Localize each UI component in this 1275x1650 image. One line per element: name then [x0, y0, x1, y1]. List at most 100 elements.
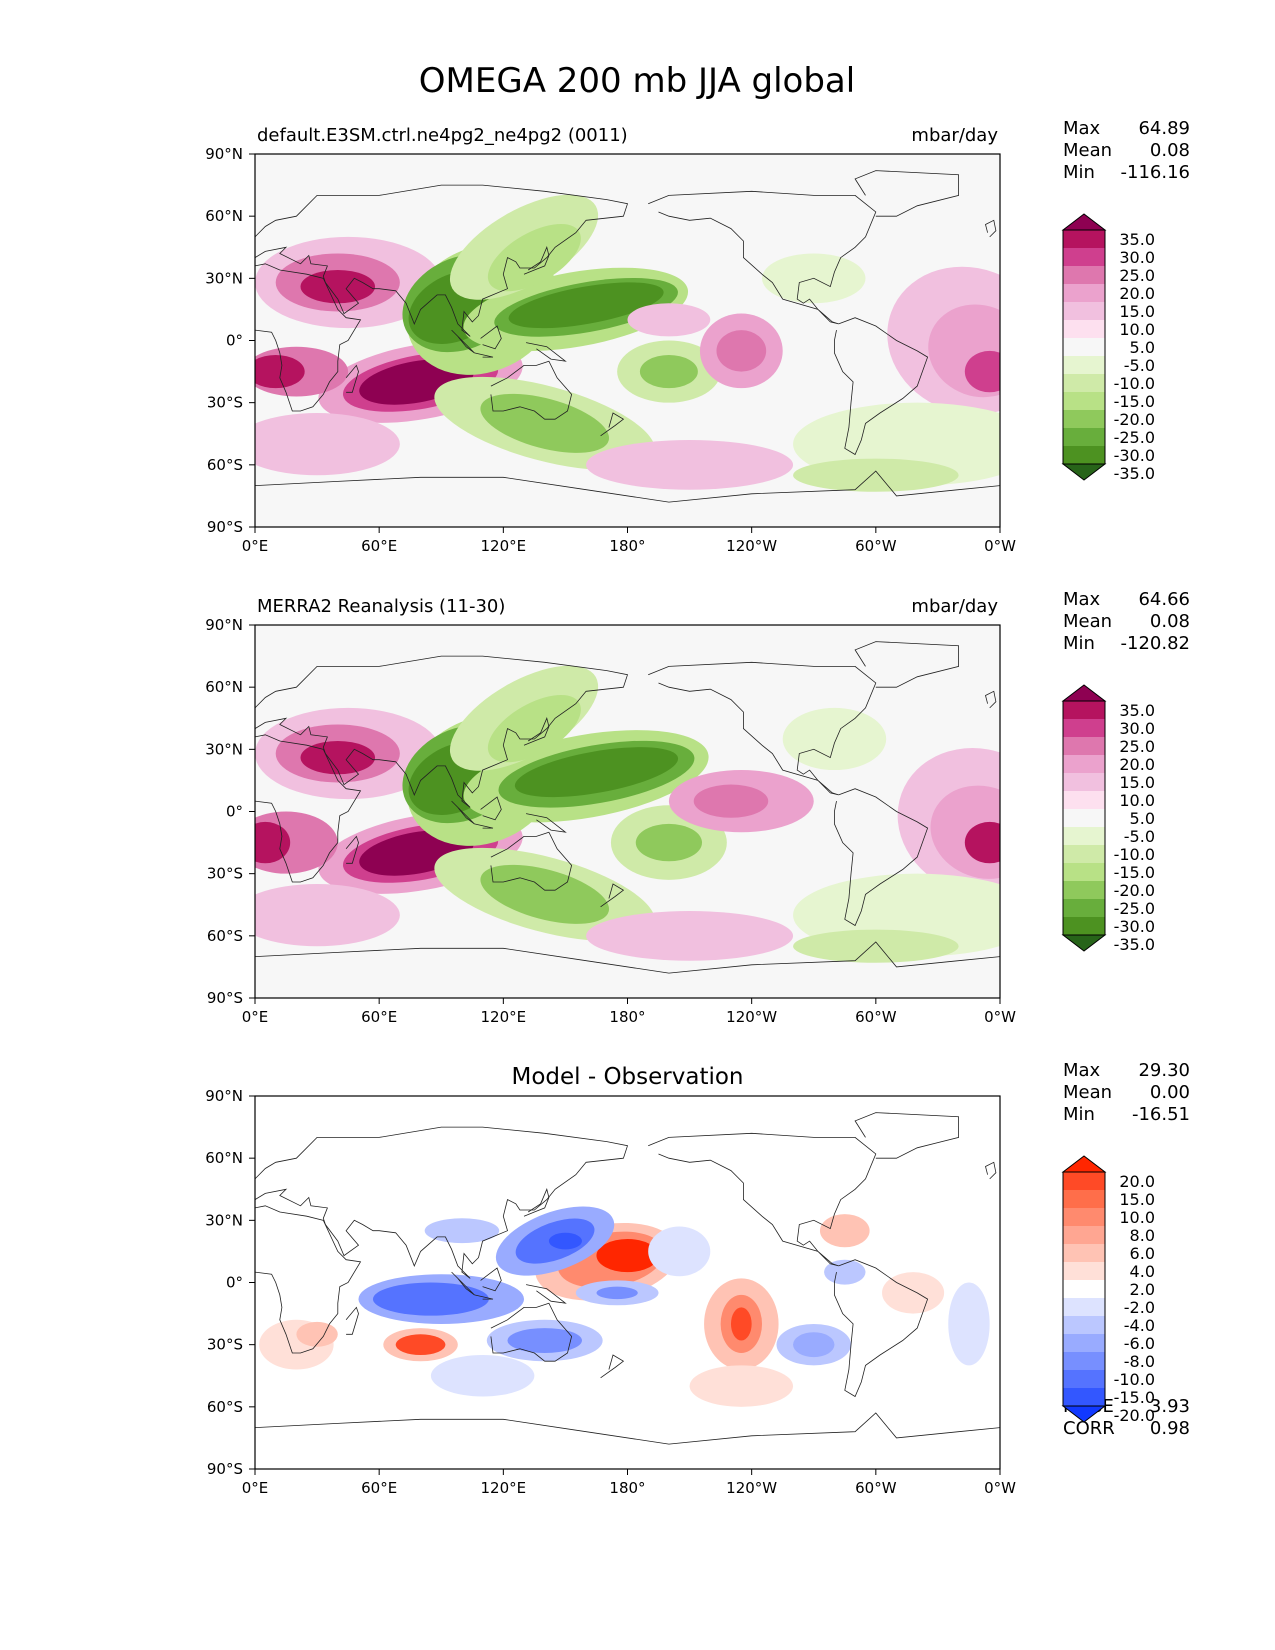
contour-region: [255, 821, 291, 864]
colorbar-label: -10.0: [1114, 845, 1155, 864]
y-tick-label: 0°: [226, 1274, 243, 1292]
coastline: [526, 813, 567, 833]
colorbar-segment: [1063, 428, 1105, 446]
colorbar-segment: [1063, 755, 1105, 773]
stat-min-label: Min: [1063, 633, 1095, 654]
x-tick-label: 0°W: [984, 537, 1016, 555]
contour-region: [928, 304, 1000, 398]
contour-region: [824, 1259, 866, 1285]
x-tick-label: 0°E: [242, 537, 269, 555]
coastline: [854, 641, 959, 688]
colorbar-segment: [1063, 1244, 1105, 1262]
contour-region: [487, 694, 581, 763]
coastline: [474, 352, 494, 358]
colorbar-segment: [1063, 1334, 1105, 1352]
colorbar-label: -35.0: [1114, 935, 1155, 954]
coastline: [480, 325, 502, 350]
y-tick-label: 30°S: [207, 394, 243, 412]
colorbar-label: -35.0: [1114, 464, 1155, 483]
coastline: [523, 1188, 550, 1217]
colorbar-segment: [1063, 1190, 1105, 1208]
colorbar-label: -30.0: [1114, 446, 1155, 465]
coastline: [854, 170, 959, 217]
coastline: [526, 1284, 567, 1304]
x-tick-label: 60°E: [361, 1008, 397, 1026]
colorbar-label: -5.0: [1124, 356, 1155, 375]
y-tick-label: 60°S: [207, 456, 243, 474]
coastline: [255, 470, 1000, 503]
x-tick-label: 120°E: [481, 1479, 527, 1497]
x-tick-label: 180°: [609, 537, 645, 555]
y-tick-label: 90°S: [207, 989, 243, 1007]
coastline: [451, 800, 475, 825]
colorbar-label: -4.0: [1124, 1316, 1155, 1335]
coastline: [345, 835, 359, 864]
panel-units: mbar/day: [911, 125, 998, 146]
colorbar-segment: [1063, 1316, 1105, 1334]
contour-region: [508, 282, 664, 329]
stat-mean-label: Mean: [1063, 140, 1112, 161]
coastline: [255, 263, 362, 412]
colorbar-segment: [1063, 1172, 1105, 1190]
colorbar-segment: [1063, 392, 1105, 410]
contour-region: [793, 929, 959, 963]
x-tick-label: 120°W: [726, 537, 777, 555]
colorbar-segment: [1063, 1298, 1105, 1316]
y-tick-label: 30°N: [205, 269, 243, 287]
panel-left-title: MERRA2 Reanalysis (11-30): [257, 596, 505, 617]
colorbar-label: 10.0: [1119, 1208, 1155, 1227]
figure-title: OMEGA 200 mb JJA global: [419, 61, 855, 101]
coastline: [345, 364, 359, 393]
contour-field: [259, 1206, 990, 1407]
colorbar-segment: [1063, 863, 1105, 881]
coastline: [474, 823, 494, 829]
colorbar-segment: [1063, 320, 1105, 338]
y-tick-label: 60°N: [205, 678, 243, 696]
y-tick-label: 90°N: [205, 616, 243, 634]
colorbar-segment: [1063, 881, 1105, 899]
stat-max-value: 64.66: [1138, 589, 1190, 610]
stat-min-value: -116.16: [1121, 162, 1190, 183]
colorbar-segment: [1063, 1280, 1105, 1298]
x-tick-label: 120°E: [481, 537, 527, 555]
coastline: [523, 246, 550, 275]
contour-region: [635, 823, 703, 862]
contour-region: [596, 1286, 638, 1300]
colorbar-segment: [1063, 791, 1105, 809]
contour-region: [627, 303, 711, 337]
stat-rmse-value: 3.93: [1150, 1396, 1190, 1417]
contour-region: [255, 884, 400, 947]
contour-region: [964, 350, 1000, 393]
colorbar-label: 15.0: [1119, 1190, 1155, 1209]
coastline: [648, 190, 877, 325]
panel-center-title: Model - Observation: [511, 1064, 743, 1090]
y-tick-label: 90°S: [207, 518, 243, 536]
y-tick-label: 30°S: [207, 865, 243, 883]
x-tick-label: 0°E: [242, 1008, 269, 1026]
colorbar-segment: [1063, 230, 1105, 248]
coastline: [255, 734, 362, 883]
contour-region: [948, 1282, 990, 1366]
colorbar-label: 30.0: [1119, 248, 1155, 267]
colorbar-label: 35.0: [1119, 230, 1155, 249]
x-tick-label: 0°W: [984, 1008, 1016, 1026]
colorbar-segment: [1063, 374, 1105, 392]
contour-region: [730, 1307, 752, 1341]
colorbar-extend-top: [1061, 213, 1107, 231]
contour-region: [300, 270, 376, 304]
x-tick-label: 60°W: [855, 537, 897, 555]
colorbar-label: -5.0: [1124, 827, 1155, 846]
colorbar-label: 25.0: [1119, 737, 1155, 756]
colorbar-extend-bottom: [1061, 934, 1107, 952]
stat-mean-value: 0.08: [1150, 140, 1190, 161]
contour-region: [514, 747, 679, 798]
contour-region: [586, 910, 794, 961]
colorbar-label: 4.0: [1130, 1262, 1155, 1281]
stat-max-value: 29.30: [1138, 1060, 1190, 1081]
coastline: [526, 342, 567, 362]
colorbar: 35.030.025.020.015.010.05.0-5.0-10.0-15.…: [1061, 684, 1155, 954]
colorbar-extend-bottom: [1061, 463, 1107, 481]
colorbar-segment: [1063, 1208, 1105, 1226]
contour-region: [648, 1226, 711, 1277]
y-tick-label: 0°: [226, 332, 243, 350]
